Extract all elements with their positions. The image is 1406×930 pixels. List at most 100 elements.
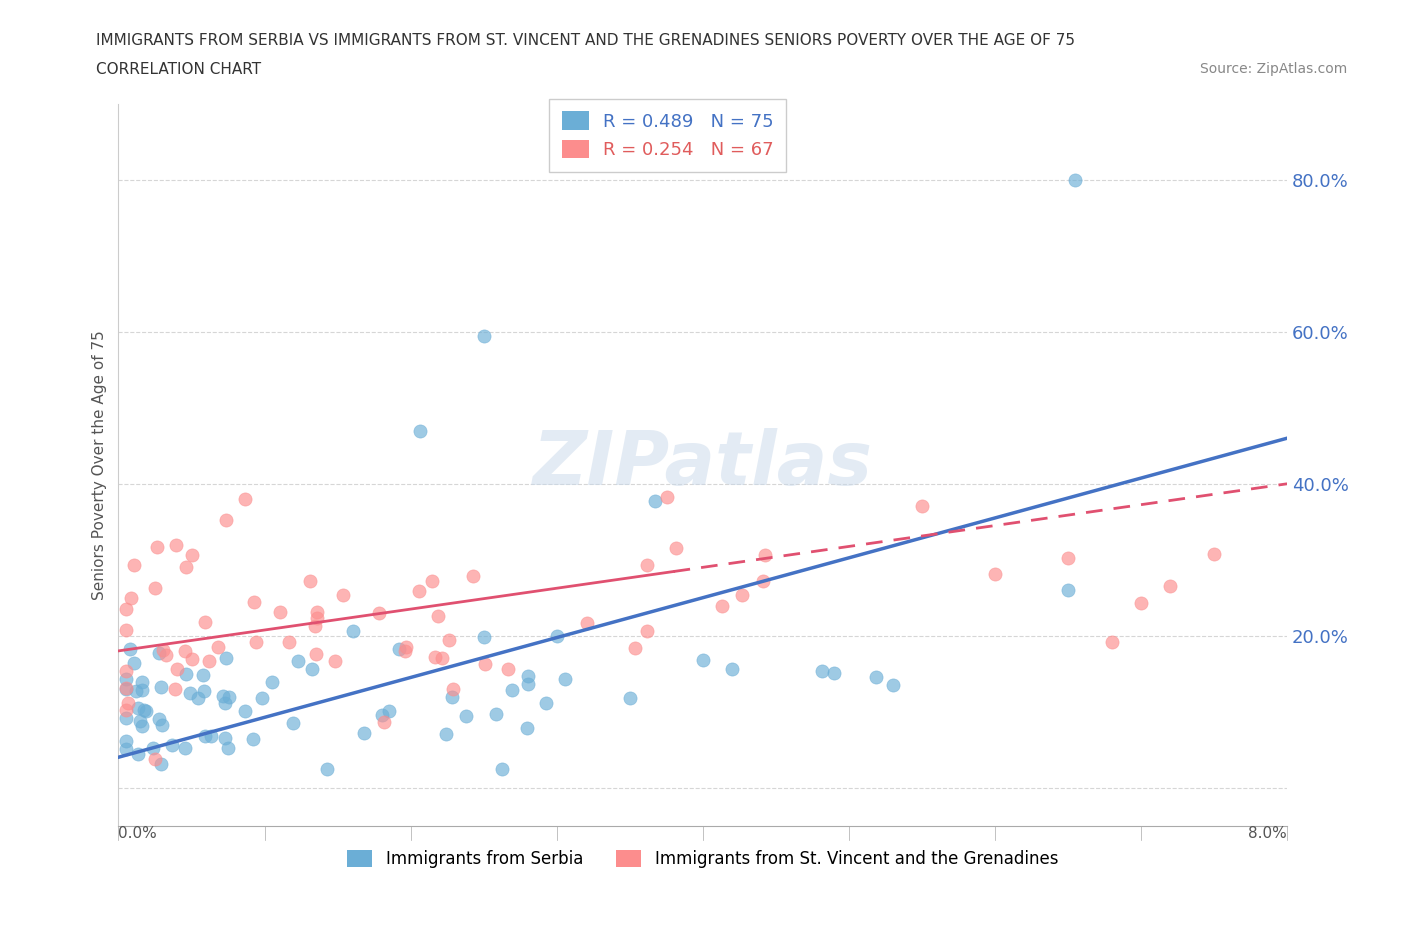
Point [125,684,148,698]
Point [472,630,495,644]
Point [388,642,411,657]
Point [114,622,136,637]
Point [394,644,416,658]
Point [304,618,326,633]
Point [181,548,204,563]
Point [127,747,149,762]
Point [129,713,152,728]
Point [150,718,173,733]
Text: Source: ZipAtlas.com: Source: ZipAtlas.com [1199,62,1347,76]
Point [882,678,904,693]
Point [491,762,513,777]
Point [811,664,834,679]
Point [194,728,217,743]
Text: 0.0%: 0.0% [118,826,157,841]
Point [155,648,177,663]
Point [218,689,240,704]
Point [461,569,484,584]
Point [235,704,257,719]
Legend: R = 0.489   N = 75, R = 0.254   N = 67: R = 0.489 N = 75, R = 0.254 N = 67 [548,99,786,172]
Point [501,682,523,697]
Point [1057,551,1080,565]
Point [127,701,149,716]
Point [437,632,460,647]
Point [160,737,183,752]
Point [114,680,136,695]
Point [368,605,391,620]
Point [233,491,256,506]
Point [370,708,392,723]
Point [143,751,166,766]
Point [193,684,215,698]
Point [252,690,274,705]
Point [441,690,464,705]
Point [165,682,187,697]
Point [332,588,354,603]
Point [120,642,142,657]
Point [131,683,153,698]
Text: 8.0%: 8.0% [1249,826,1286,841]
Point [207,639,229,654]
Point [243,594,266,609]
Point [624,641,647,656]
Point [114,671,136,686]
Point [114,664,136,679]
Point [287,654,309,669]
Point [984,566,1007,581]
Point [665,541,688,556]
Point [122,656,145,671]
Point [117,696,139,711]
Point [865,670,887,684]
Point [269,604,291,619]
Point [754,548,776,563]
Point [115,734,138,749]
Point [474,657,496,671]
Point [534,696,557,711]
Point [215,512,238,527]
Point [307,611,329,626]
Point [731,588,754,603]
Point [692,653,714,668]
Point [554,671,576,686]
Point [420,574,443,589]
Point [281,715,304,730]
Point [114,682,136,697]
Point [301,661,323,676]
Text: IMMIGRANTS FROM SERBIA VS IMMIGRANTS FROM ST. VINCENT AND THE GRENADINES SENIORS: IMMIGRANTS FROM SERBIA VS IMMIGRANTS FRO… [96,33,1074,47]
Point [657,490,679,505]
Point [214,731,236,746]
Point [143,580,166,595]
Point [911,498,934,513]
Point [142,741,165,756]
Point [636,557,658,572]
Point [516,721,538,736]
Point [408,584,430,599]
Point [114,602,136,617]
Text: ZIPatlas: ZIPatlas [533,429,873,501]
Point [1064,172,1087,187]
Point [214,696,236,711]
Point [179,685,201,700]
Point [575,616,598,631]
Point [516,677,538,692]
Point [174,644,197,658]
Point [299,574,322,589]
Point [181,652,204,667]
Point [194,615,217,630]
Point [1202,546,1225,561]
Point [546,628,568,643]
Point [120,591,142,605]
Point [148,711,170,726]
Point [131,718,153,733]
Point [149,756,172,771]
Point [187,691,209,706]
Point [122,558,145,573]
Point [316,762,339,777]
Point [197,654,219,669]
Point [149,680,172,695]
Point [1130,595,1153,610]
Point [215,650,238,665]
Point [443,682,465,697]
Point [262,674,284,689]
Point [430,650,453,665]
